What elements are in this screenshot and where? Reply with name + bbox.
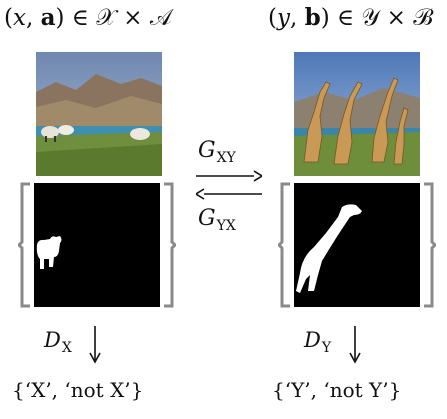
backward-arrow <box>196 188 262 200</box>
right-mask-close-bracket <box>424 182 436 308</box>
sheep-photo <box>36 52 162 176</box>
backward-generator-label: GYX <box>198 206 236 234</box>
sheep-mask <box>34 183 160 307</box>
giraffe-mask <box>294 183 420 307</box>
right-discriminator-outputs: {‘Y’, ‘not Y’} <box>272 378 402 402</box>
giraffe-photo <box>294 52 420 176</box>
right-discriminator-label: DY <box>304 328 332 356</box>
forward-generator-label: GXY <box>198 138 236 166</box>
right-discriminator-arrow <box>349 326 361 364</box>
right-mask-open-bracket <box>278 182 290 308</box>
left-mask-open-bracket <box>18 182 30 308</box>
forward-arrow <box>196 170 262 182</box>
left-discriminator-arrow <box>89 326 101 364</box>
left-domain-title: (x, a) ∈ 𝒳 × 𝒜 <box>4 4 172 31</box>
right-domain-title: (y, b) ∈ 𝒴 × ℬ <box>268 4 433 31</box>
left-discriminator-label: DX <box>44 328 72 356</box>
left-mask-close-bracket <box>164 182 176 308</box>
left-discriminator-outputs: {‘X’, ‘not X’} <box>12 378 144 402</box>
